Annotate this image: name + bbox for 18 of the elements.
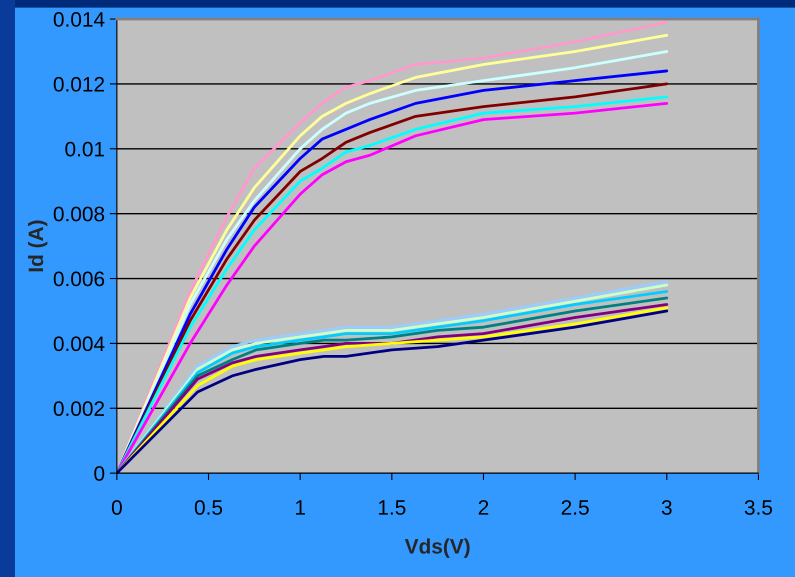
y-tick-label: 0.012 [54,76,104,92]
y-tick-label: 0 [94,466,104,481]
y-axis-title: Id (A) [28,220,48,272]
y-tick-label: 0.014 [54,12,104,27]
x-tick-label: 2.5 [562,500,589,515]
x-tick-label: 3 [662,500,672,515]
y-tick-label: 0.006 [54,272,104,286]
x-tick-label: 0.5 [194,500,222,515]
x-tick-label: 1 [296,500,305,515]
x-tick-label: 2 [478,500,488,515]
x-tick-label: 3.5 [744,500,772,515]
x-axis-title: Vds(V) [404,538,470,558]
y-tick-label: 0.004 [54,336,104,352]
x-tick-label: 0 [112,500,122,515]
y-tick-label: 0.01 [65,142,104,157]
y-tick-label: 0.002 [54,401,104,416]
y-tick-label: 0.008 [54,206,104,222]
x-tick-label: 1.5 [378,500,406,515]
